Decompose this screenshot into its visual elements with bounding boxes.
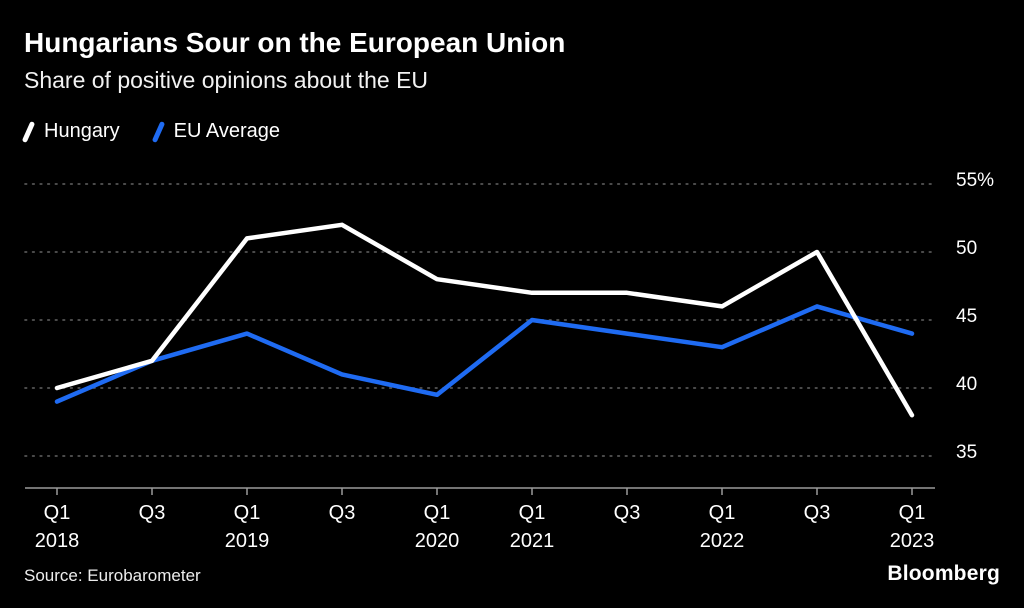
x-axis-label-year: 2022: [700, 530, 745, 552]
x-axis-label-quarter: Q3: [804, 502, 831, 524]
legend-label-hungary: Hungary: [44, 120, 120, 142]
x-axis-label-year: 2019: [225, 530, 270, 552]
series-line-eu-average: [54, 304, 915, 404]
x-axis-label-quarter: Q3: [614, 502, 641, 524]
chart-title: Hungarians Sour on the European Union: [24, 27, 566, 58]
x-axis-label-quarter: Q1: [424, 502, 451, 524]
series-line-hungary: [54, 222, 915, 418]
legend-item-hungary: Hungary: [21, 120, 120, 143]
x-axis-label-quarter: Q1: [519, 502, 546, 524]
y-axis-label: 35: [956, 442, 977, 463]
x-axis-label-quarter: Q3: [139, 502, 166, 524]
y-axis-label: 45: [956, 306, 977, 327]
x-axis-label-quarter: Q1: [44, 502, 71, 524]
x-axis-label-quarter: Q1: [709, 502, 736, 524]
chart-subtitle: Share of positive opinions about the EU: [24, 67, 429, 93]
bloomberg-logo: Bloomberg: [887, 562, 1000, 585]
x-axis-label-year: 2018: [35, 530, 80, 552]
x-axis-label-quarter: Q1: [899, 502, 926, 524]
x-axis-label-quarter: Q1: [234, 502, 261, 524]
x-axis-label-year: 2023: [890, 530, 935, 552]
y-axis-label: 55%: [956, 170, 994, 191]
legend-label-eu-average: EU Average: [173, 120, 280, 142]
legend-item-eu-average: EU Average: [151, 120, 280, 143]
y-axis-label: 50: [956, 238, 977, 259]
legend: Hungary EU Average: [21, 120, 280, 143]
x-axis-label-year: 2020: [415, 530, 460, 552]
source-note: Source: Eurobarometer: [24, 566, 201, 585]
x-axis-label-quarter: Q3: [329, 502, 356, 524]
y-axis-label: 40: [956, 374, 977, 395]
x-axis-label-year: 2021: [510, 530, 555, 552]
